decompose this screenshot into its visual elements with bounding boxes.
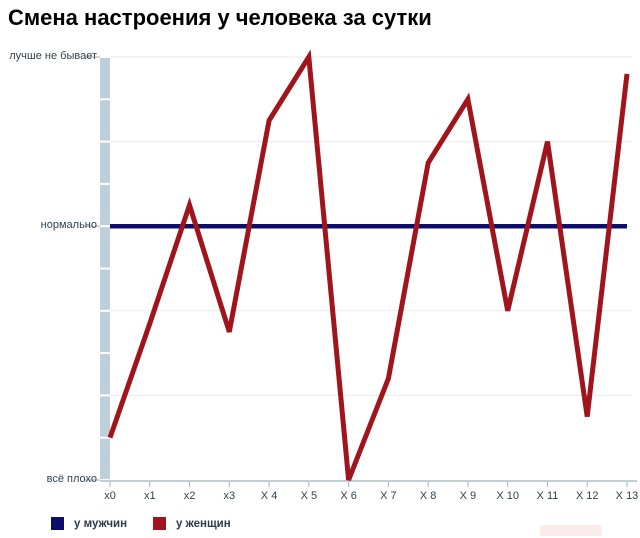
- y-tick-label: нормально: [40, 219, 97, 232]
- women-series-label: у женщин: [176, 517, 231, 530]
- men-series-swatch-icon: [51, 517, 64, 530]
- x-tick-label: X 11: [536, 490, 559, 502]
- watermark: [540, 525, 602, 536]
- x-tick-label: X 13: [615, 490, 639, 502]
- x-tick-label: x0: [104, 490, 116, 502]
- x-tick-label: X 9: [459, 490, 477, 502]
- x-tick-label: x3: [223, 490, 236, 502]
- x-tick-label: X 6: [340, 490, 357, 502]
- y-tick-label: лучше не бывает: [9, 50, 97, 62]
- x-tick-label: X 7: [380, 490, 397, 502]
- chart-title: Смена настроения у человека за сутки: [8, 5, 432, 30]
- x-tick-label: x2: [183, 490, 196, 502]
- x-tick-label: X 12: [575, 490, 599, 502]
- x-tick-label: X 8: [419, 490, 437, 502]
- y-tick-label: всё плохо: [46, 473, 97, 485]
- legend-item-men: у мужчин: [51, 517, 127, 530]
- women-series-swatch-icon: [153, 517, 167, 530]
- x-tick-label: x1: [143, 490, 156, 502]
- legend-item-women: у женщин: [153, 517, 231, 530]
- series-line-women: [107, 49, 630, 481]
- x-tick-label: X 5: [300, 490, 318, 502]
- x-tick-label: X 10: [496, 490, 519, 502]
- men-series-label: у мужчин: [74, 517, 128, 530]
- legend: у мужчин у женщин: [51, 517, 257, 530]
- x-tick-label: X 4: [260, 490, 278, 502]
